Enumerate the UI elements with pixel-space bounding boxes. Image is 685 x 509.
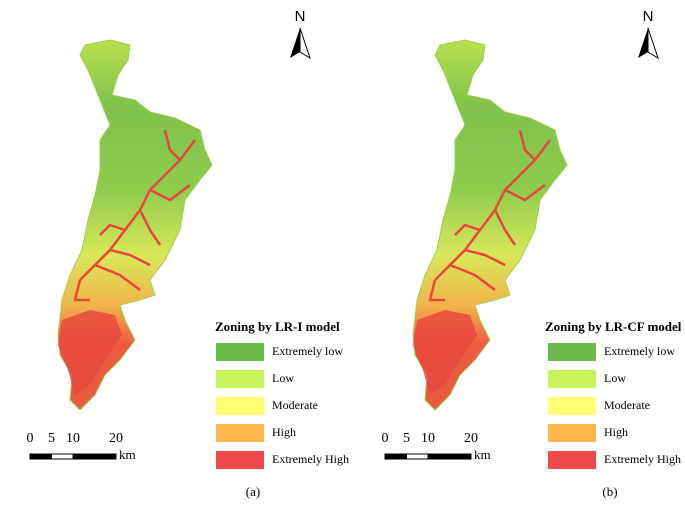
legend-swatch [216,424,264,442]
legend-label: Moderate [272,398,318,412]
scale-segment [406,453,429,460]
scale-unit: km [119,447,136,462]
north-label: N [643,8,654,25]
legend-label: Low [272,371,294,385]
scale-tick-label: 5 [403,431,410,446]
legend-label: Extremely High [604,452,681,466]
scale-tick-label: 10 [66,431,80,446]
scale-segment [72,453,117,460]
legend-swatch [548,397,596,415]
scale-segment [427,453,472,460]
map-a [56,38,214,412]
scale-tick-label: 0 [382,431,389,446]
legend-label: Extremely low [272,344,343,358]
legend-swatch [216,397,264,415]
north-label: N [295,8,306,25]
legend-label: Low [604,371,626,385]
legend-label: High [604,425,628,439]
caption: (a) [246,484,260,499]
caption: (b) [602,484,617,499]
legend-label: Moderate [604,398,650,412]
legend-swatch [548,343,596,361]
north-arrow [289,27,311,59]
legend-label: High [272,425,296,439]
scale-tick-label: 20 [464,431,478,446]
map-b [411,38,569,412]
scale-tick-label: 10 [421,431,435,446]
scale-segment [29,453,52,460]
scale-tick-label: 5 [48,431,55,446]
scale-segment [384,453,407,460]
scale-unit: km [474,447,491,462]
legend-title: Zoning by LR-I model [215,319,340,334]
scale-tick-label: 0 [27,431,34,446]
legend-swatch [216,370,264,388]
legend-swatch [548,370,596,388]
legend-title: Zoning by LR-CF model [545,319,682,334]
legend-swatch [548,451,596,469]
north-arrow [637,27,659,59]
legend-label: Extremely low [604,344,675,358]
legend-swatch [216,343,264,361]
scale-segment [51,453,74,460]
scale-tick-label: 20 [109,431,123,446]
legend-label: Extremely High [272,452,349,466]
legend-swatch [548,424,596,442]
legend-swatch [216,451,264,469]
